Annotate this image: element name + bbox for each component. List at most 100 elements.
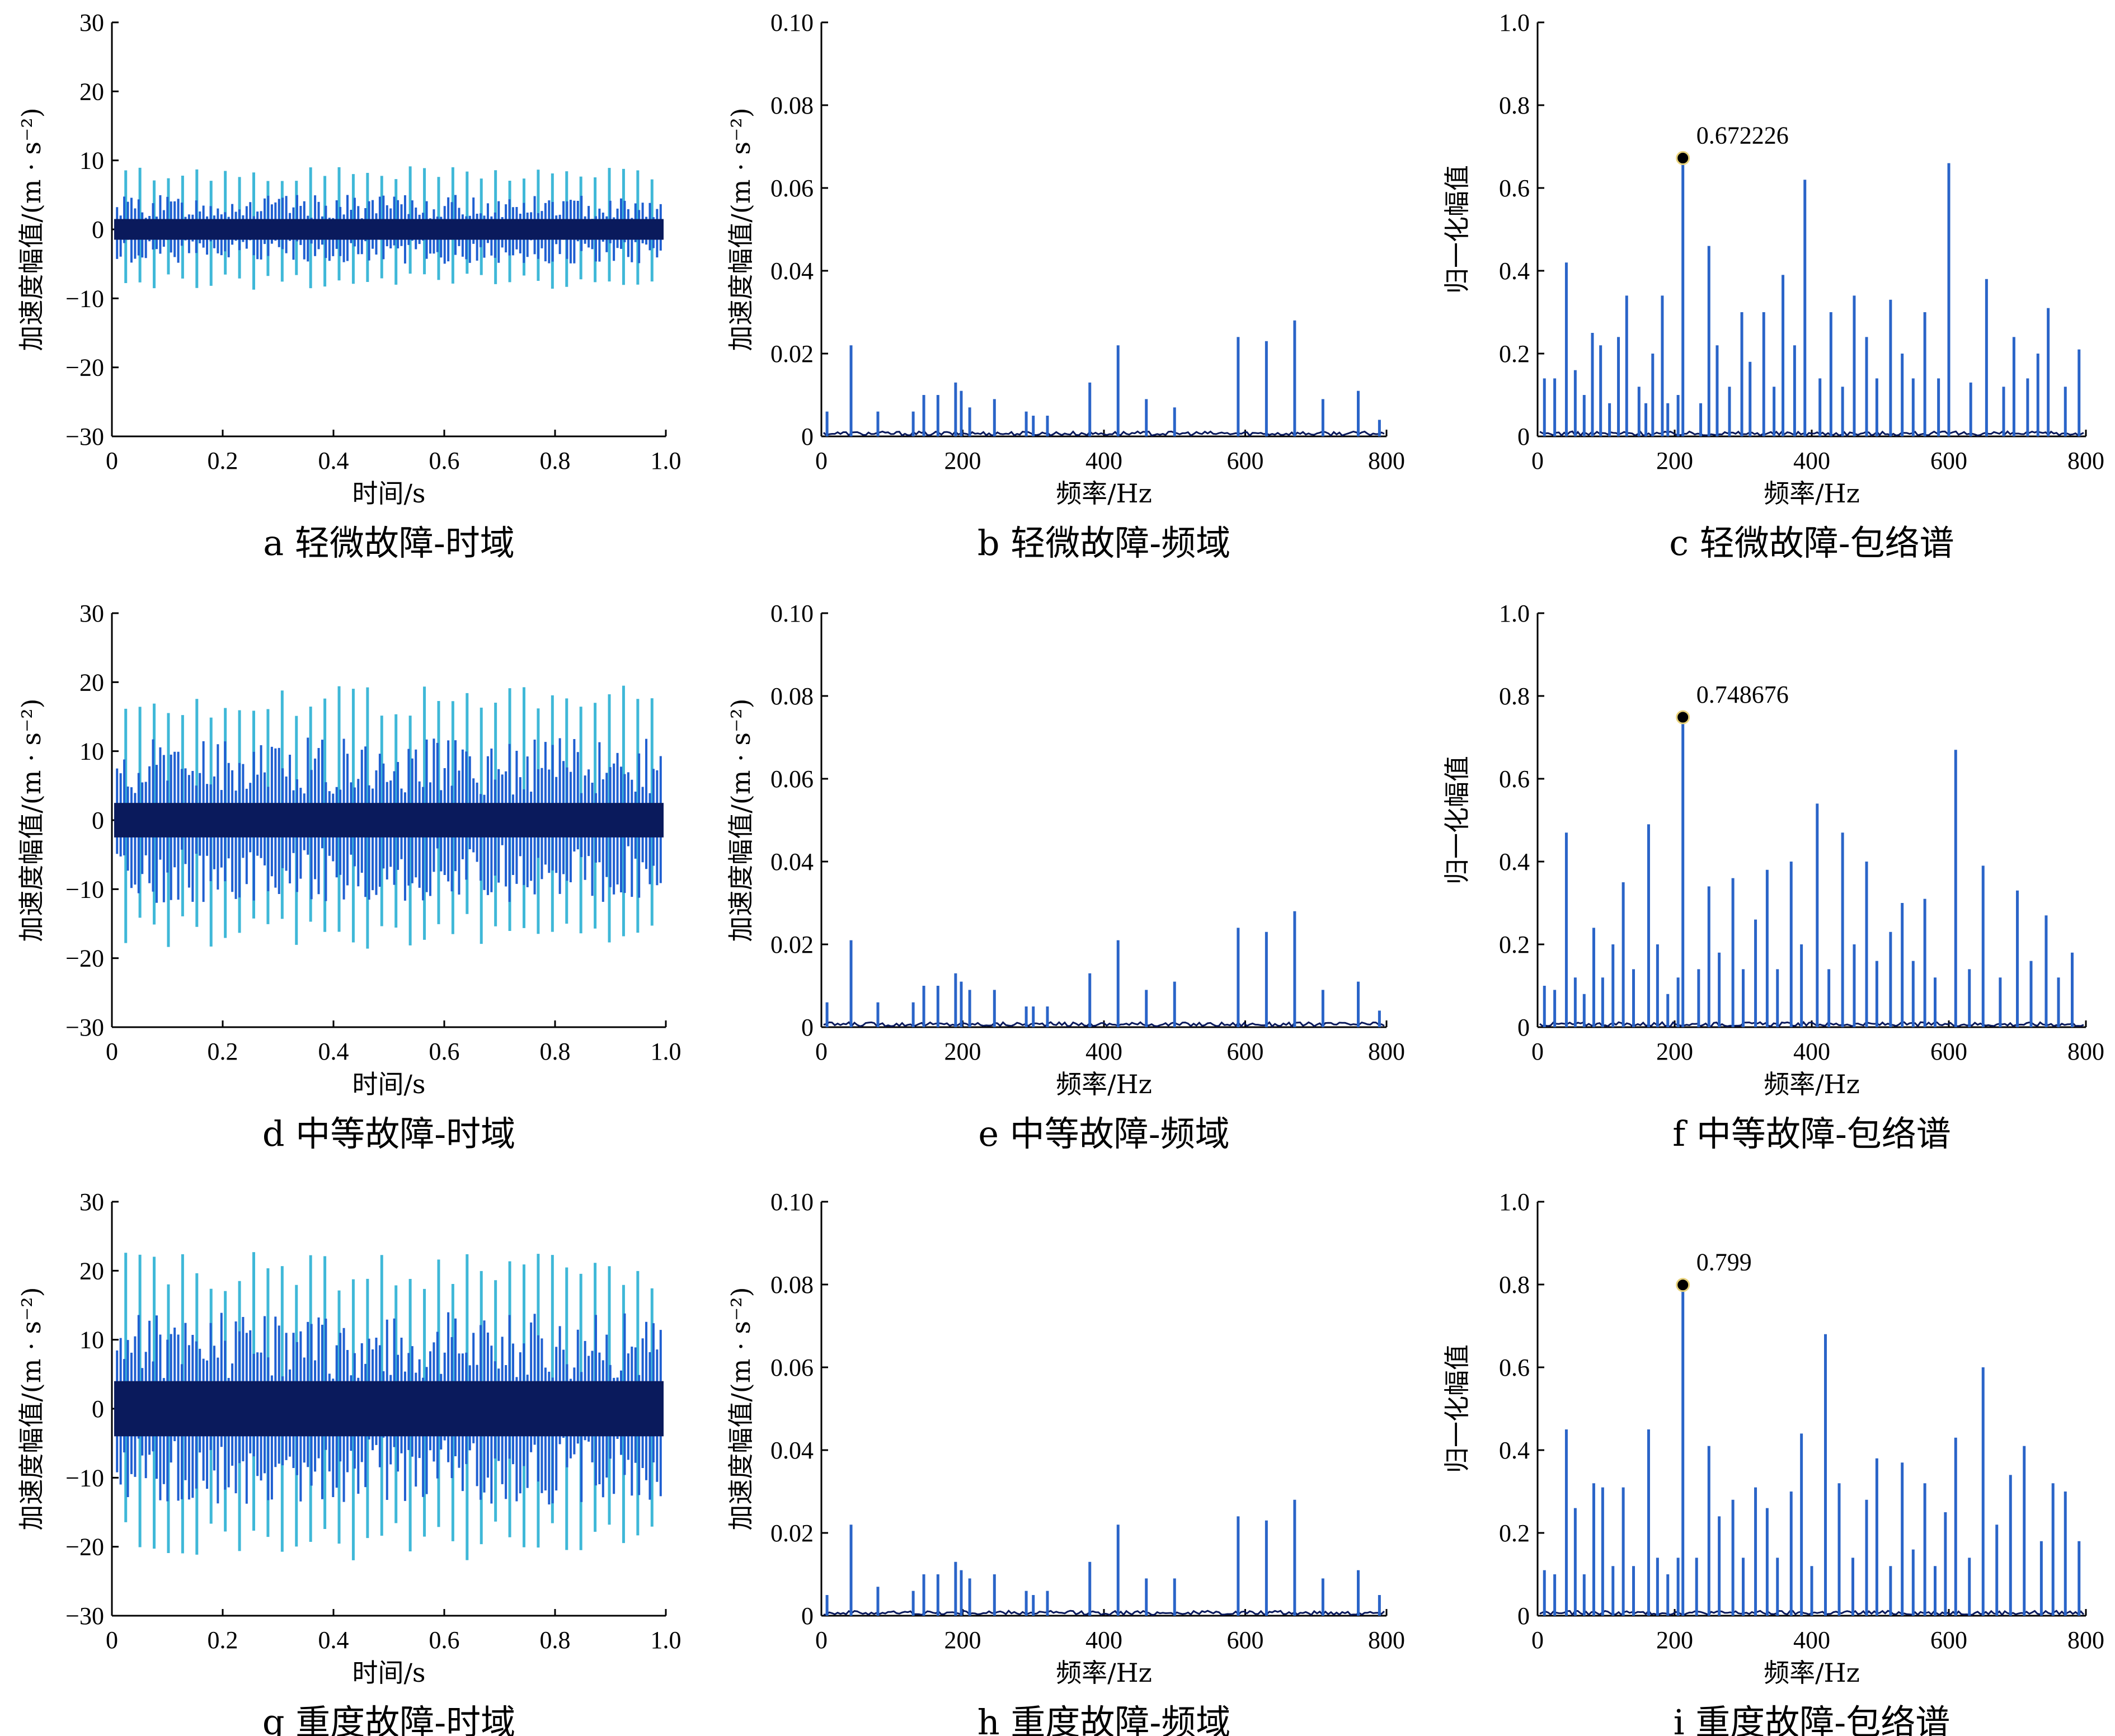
y-tick-label: 0.6 [1499,175,1530,202]
x-axis-label: 频率/Hz [1056,478,1152,509]
y-tick-label: 1.0 [1499,1188,1530,1216]
y-tick-label: 0.4 [1499,1437,1530,1464]
y-tick-label: 0 [1517,423,1530,450]
y-tick-label: −10 [65,876,104,903]
y-tick-label: 0.06 [770,1354,814,1381]
y-tick-label: −20 [65,945,104,972]
x-tick-label: 800 [2067,1038,2104,1065]
x-tick-label: 600 [1227,1038,1264,1065]
plot-area [1539,1285,2085,1617]
chart-h: 0.10 0.08 0.06 0.04 0.02 00 200 400 600 800 频率/Hz 加… [726,1188,1405,1736]
noise-floor [822,430,1385,437]
panel-caption: h 重度故障-频域 [977,1702,1231,1736]
x-tick-label: 0 [106,1038,118,1065]
x-tick-label: 1.0 [651,1038,682,1065]
y-tick-label: 0 [801,1602,814,1630]
x-tick-label: 800 [1368,1626,1405,1654]
x-tick-label: 200 [944,447,981,474]
plot-area [823,1499,1385,1616]
y-tick-label: −30 [65,423,104,450]
panel-caption: i 重度故障-包络谱 [1674,1702,1950,1736]
plot-area [114,166,664,290]
x-axis-label: 频率/Hz [1056,1069,1152,1099]
panel-caption: g 重度故障-时域 [262,1702,515,1736]
y-tick-label: 0.6 [1499,765,1530,793]
y-tick-label: 0.8 [1499,92,1530,119]
y-axis-label: 归一化幅值 [1442,756,1472,885]
y-axis-label: 加速度幅值/(m · s⁻²) [16,107,46,351]
x-tick-label: 800 [2067,1626,2104,1654]
peak-marker [1676,710,1690,724]
waveform-core-band [114,803,664,838]
y-tick-label: −10 [65,285,104,312]
plot-area [114,685,664,949]
x-tick-label: 0 [815,447,828,474]
y-tick-label: 20 [79,1257,104,1285]
y-tick-label: 20 [79,669,104,696]
x-axis-label: 时间/s [352,1658,425,1688]
x-tick-label: 0.6 [429,1038,460,1065]
x-tick-label: 0 [815,1626,828,1654]
y-tick-label: −20 [65,354,104,382]
y-axis-label: 加速度幅值/(m · s⁻²) [16,698,46,942]
y-tick-label: 30 [79,1188,104,1216]
peak-annotation-label: 0.748676 [1696,681,1789,708]
x-tick-label: 0 [815,1038,828,1065]
panel-caption: e 中等故障-频域 [978,1113,1229,1154]
x-tick-label: 200 [944,1626,981,1654]
y-tick-label: 0.6 [1499,1354,1530,1381]
noise-floor [823,1610,1385,1616]
panel-caption: b 轻微故障-频域 [977,523,1230,563]
x-tick-label: 600 [1227,1626,1264,1654]
x-tick-label: 800 [2067,447,2104,474]
x-tick-label: 200 [1656,1038,1693,1065]
noise-floor [823,1021,1385,1028]
y-axis-label: 归一化幅值 [1442,1344,1472,1473]
y-tick-label: 0.08 [770,1271,814,1299]
plot-area [1539,158,2084,437]
x-tick-label: 0.2 [208,1626,238,1654]
y-tick-label: 0.04 [770,257,814,285]
x-tick-label: 0.4 [318,1038,349,1065]
y-tick-label: 30 [79,600,104,627]
x-tick-label: 400 [1085,1038,1122,1065]
peak-marker [1676,151,1690,166]
y-tick-label: 0.10 [770,600,814,627]
x-tick-label: 800 [1368,447,1405,474]
waveform-core-band [114,1381,664,1437]
chart-e: 0.10 0.08 0.06 0.04 0.02 00 200 400 600 800 频率/Hz 加… [726,600,1405,1154]
panel-caption: d 中等故障-时域 [262,1113,515,1154]
plot-area [114,1252,664,1560]
y-tick-label: 0.8 [1499,1271,1530,1299]
chart-f: 1.0 0.8 0.6 0.4 0.2 00 200 400 600 800 频率/Hz 归一化幅值 f… [1442,600,2104,1154]
chart-c: 1.0 0.8 0.6 0.4 0.2 00 200 400 600 800 频率/Hz 归一化幅值 c… [1442,9,2104,563]
noise-floor [1539,430,2084,437]
y-tick-label: −20 [65,1533,104,1561]
y-tick-label: 0.04 [770,1437,814,1464]
y-tick-label: 0.08 [770,92,814,119]
peak-annotation-label: 0.672226 [1696,122,1789,149]
x-tick-label: 0.2 [208,447,238,474]
x-tick-label: 400 [1793,1626,1830,1654]
panel-caption: a 轻微故障-时域 [263,523,515,563]
x-tick-label: 0 [106,1626,118,1654]
y-tick-label: 0.06 [770,175,814,202]
x-tick-label: 400 [1793,447,1830,474]
y-tick-label: 20 [79,78,104,105]
x-tick-label: 600 [1930,1626,1967,1654]
x-tick-label: 0 [1531,447,1544,474]
x-axis-label: 频率/Hz [1056,1658,1152,1688]
x-tick-label: 0.2 [208,1038,238,1065]
y-tick-label: 1.0 [1499,600,1530,627]
x-tick-label: 600 [1930,1038,1967,1065]
y-axis-label: 加速度幅值/(m · s⁻²) [16,1287,46,1530]
y-tick-label: 0.02 [770,340,814,368]
y-tick-label: 0.04 [770,848,814,876]
x-tick-label: 1.0 [651,447,682,474]
x-tick-label: 400 [1085,447,1122,474]
y-tick-label: 30 [79,9,104,36]
y-tick-label: 0 [92,216,104,243]
